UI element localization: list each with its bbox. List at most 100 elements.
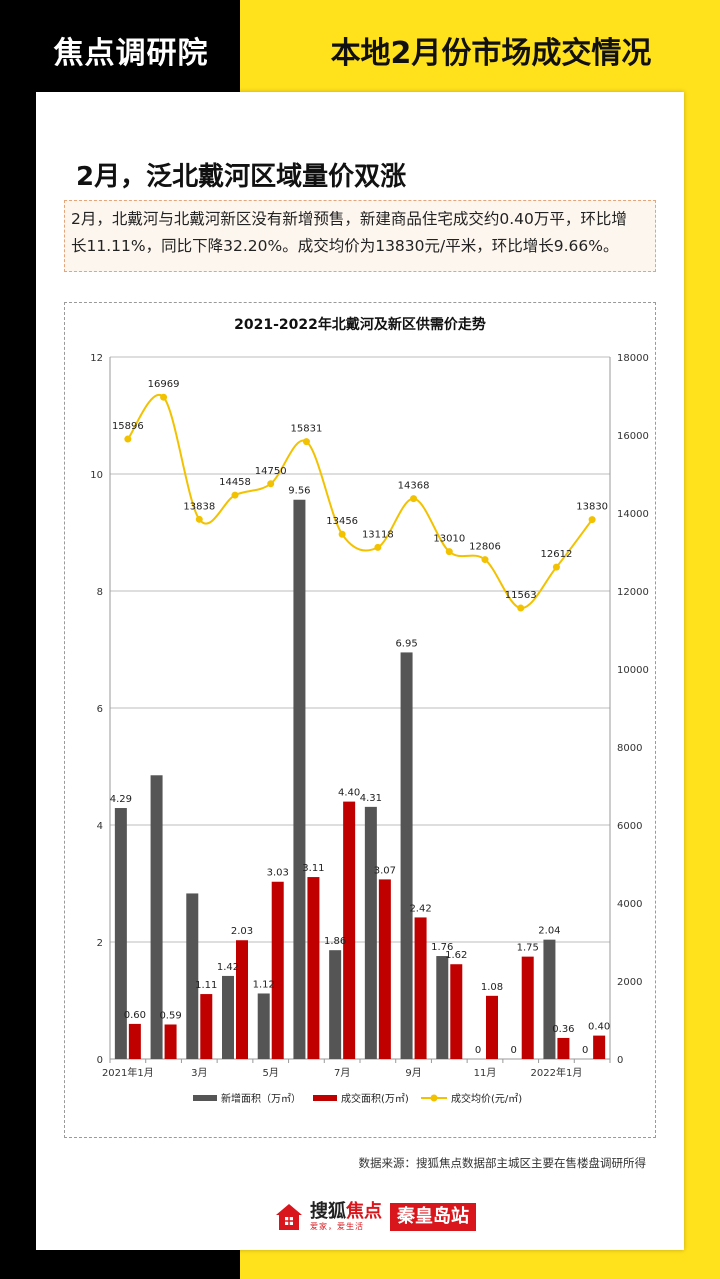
logo-main-text: 搜狐 [310,1201,346,1222]
price-point [410,495,418,503]
bar-transaction-area-label: 3.03 [267,868,289,879]
legend-label-price: 成交均价(元/㎡) [451,1092,522,1105]
bar-transaction-area [128,1023,141,1059]
y-left-tick-label: 4 [97,821,103,832]
bar-new-supply-label: 1.76 [431,942,453,953]
bar-transaction-area [200,994,213,1059]
price-label: 14458 [219,477,251,488]
price-label: 12612 [541,549,573,560]
bar-transaction-area [557,1037,570,1059]
bar-transaction-area-label: 0.60 [124,1010,146,1021]
x-tick-label: 7月 [334,1067,350,1079]
bar-new-supply-label: 0 [511,1045,517,1056]
bar-new-supply [150,775,163,1059]
section-title: 2月，泛北戴河区域量价双涨 [76,162,407,192]
x-tick-label: 11月 [474,1067,497,1079]
summary-line-2: 长11.11%，同比下降32.20%。成交均价为13830元/平米，环比增长9.… [71,237,619,255]
price-point [231,491,239,499]
logo-accent-text: 焦点 [346,1201,382,1222]
bar-new-supply-label: 1.12 [253,979,275,990]
bar-transaction-area-label: 0.59 [159,1010,181,1021]
price-label: 13118 [362,529,394,540]
bar-new-supply-label: 4.31 [360,793,382,804]
price-label: 15831 [291,424,323,435]
y-right-tick-label: 0 [617,1055,623,1066]
price-label: 13456 [326,516,358,527]
price-label: 16969 [148,379,180,390]
bar-new-supply [257,993,270,1059]
bar-new-supply-label: 1.86 [324,936,346,947]
legend-swatch-transaction-area [313,1095,337,1101]
price-point [124,435,132,443]
bar-new-supply-label: 0 [582,1045,588,1056]
price-label: 12806 [469,542,501,553]
bar-transaction-area [521,956,534,1059]
summary-box: 2月，北戴河与北戴河新区没有新增预售，新建商品住宅成交约0.40万平，环比增 长… [64,200,656,272]
x-tick-label: 9月 [405,1067,421,1079]
bar-new-supply-label: 1.42 [217,962,239,973]
y-right-tick-label: 2000 [617,977,642,988]
bar-new-supply-label: 9.56 [288,486,310,497]
legend-label-new-supply: 新增面积（万㎡） [221,1092,301,1105]
content-card: 2月，泛北戴河区域量价双涨 2月，北戴河与北戴河新区没有新增预售，新建商品住宅成… [36,92,684,1250]
x-tick-label: 2021年1月 [102,1066,154,1079]
chart-title: 2021-2022年北戴河及新区供需价走势 [234,316,486,333]
bar-transaction-area-label: 1.75 [517,943,539,954]
bar-transaction-area [486,995,498,1059]
footer-logo: 搜狐焦点 爱家，爱生活 秦皇岛站 [274,1200,476,1234]
house-logo-icon [274,1202,304,1232]
x-tick-label: 2022年1月 [531,1066,583,1079]
bar-transaction-area [450,964,463,1059]
bar-transaction-area-label: 1.62 [445,950,467,961]
price-label: 13010 [433,534,465,545]
price-label: 14750 [255,466,287,477]
bar-new-supply [364,806,377,1059]
data-source-note: 数据来源：搜狐焦点数据部主城区主要在售楼盘调研所得 [358,1156,647,1170]
bar-transaction-area-label: 1.08 [481,982,503,993]
bar-new-supply-label: 6.95 [395,638,417,649]
y-left-tick-label: 8 [97,587,103,598]
legend-swatch-new-supply [193,1095,217,1101]
bar-new-supply [400,652,413,1059]
bar-transaction-area [307,877,320,1059]
brand-title: 焦点调研院 [53,36,209,71]
bar-new-supply [114,808,127,1059]
y-left-tick-label: 2 [97,938,103,949]
legend-label-transaction-area: 成交面积(万㎡) [341,1092,409,1105]
legend-swatch-price-point [430,1094,438,1102]
bar-new-supply-label: 0 [475,1045,481,1056]
bar-new-supply [186,893,199,1059]
logo-slogan: 爱家，爱生活 [310,1222,364,1231]
price-point [374,543,382,551]
bar-transaction-area-label: 1.11 [195,980,217,991]
bar-new-supply [436,956,449,1059]
price-point [445,548,453,556]
bar-transaction-area-label: 3.07 [374,865,396,876]
bar-transaction-area [378,879,391,1059]
y-right-tick-label: 6000 [617,821,642,832]
y-left-tick-label: 10 [90,470,103,481]
bar-transaction-area [164,1024,177,1059]
bar-transaction-area-label: 2.42 [409,903,431,914]
price-point [160,393,168,401]
y-right-tick-label: 8000 [617,743,642,754]
y-right-tick-label: 4000 [617,899,642,910]
price-label: 11563 [505,590,537,601]
chart-container: 2021-2022年北戴河及新区供需价走势 0 2 4 6 8 10 12 0 2000 4000 6… [64,302,656,1138]
station-badge: 秦皇岛站 [390,1203,476,1231]
bar-new-supply [543,939,556,1059]
y-right-tick-label: 12000 [617,587,649,598]
y-right-tick-label: 10000 [617,665,649,676]
y-left-tick-label: 6 [97,704,103,715]
bar-transaction-area [343,801,356,1059]
bar-new-supply [293,499,306,1059]
price-point [588,516,596,524]
bar-transaction-area [271,881,284,1059]
price-point [517,604,525,612]
page-title: 本地2月份市场成交情况 [330,36,652,71]
price-label: 15896 [112,421,144,432]
bar-transaction-area-label: 3.11 [302,863,324,874]
price-label: 13830 [576,502,608,513]
x-tick-label: 3月 [191,1067,207,1079]
price-point [302,438,310,446]
